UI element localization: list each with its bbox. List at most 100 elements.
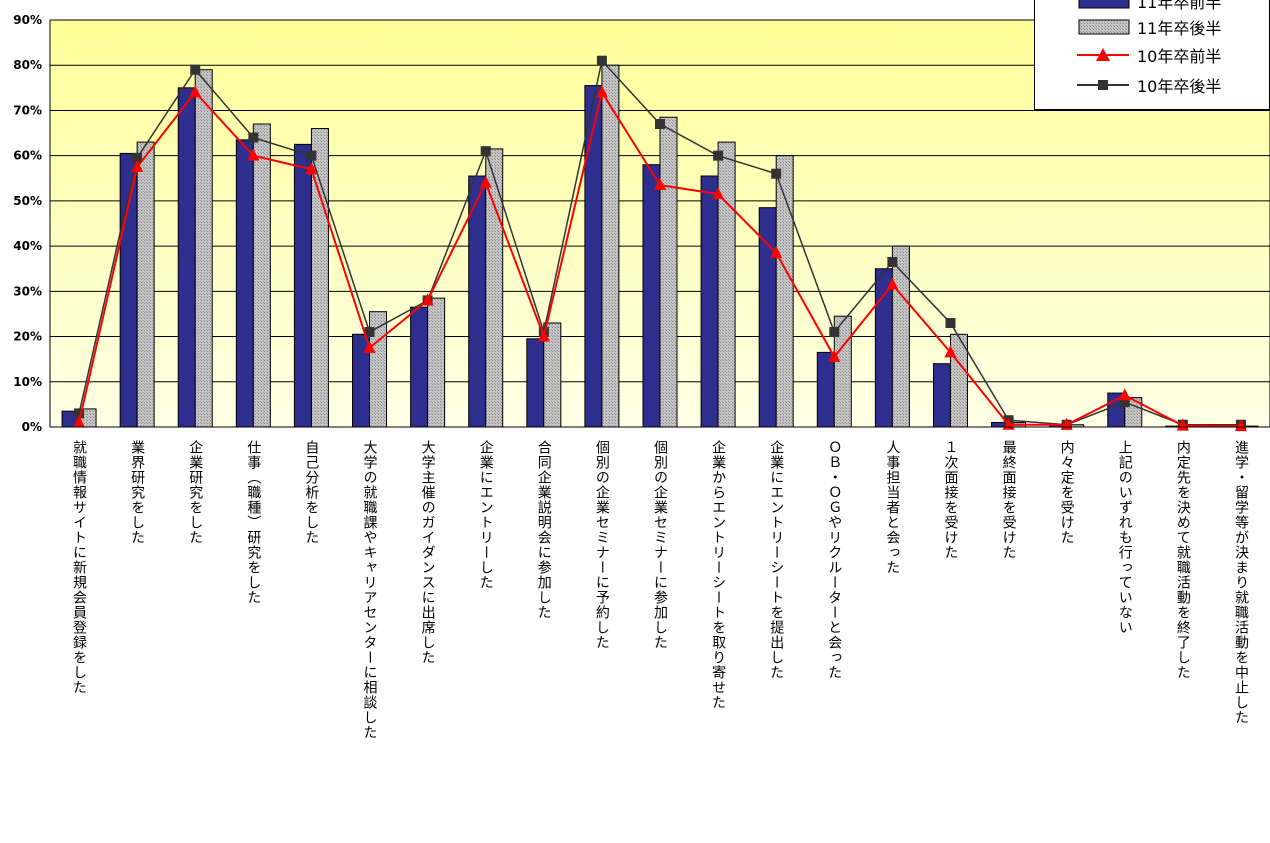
marker-10-second-half — [306, 150, 317, 161]
marker-10-first-half — [73, 415, 86, 428]
bar-11-second-half — [717, 141, 736, 428]
legend: 11年卒前半 11年卒後半 10年卒前半 10年卒後半 — [1034, 0, 1270, 110]
y-axis-ticks: 0% 10% 20% 30% 40% 50% 60% 70% 80% 90% — [13, 13, 42, 434]
bar-11-first-half — [235, 139, 254, 428]
category-label: 個別の企業セミナーに予約した — [593, 440, 610, 650]
bar-11-first-half — [293, 143, 312, 428]
marker-10-first-half — [944, 345, 957, 358]
legend-label-4: 10年卒後半 — [1137, 77, 1222, 96]
category-label: 大学主催のガイダンスに出席した — [419, 440, 436, 665]
y-tick-label: 20% — [13, 330, 42, 344]
category-label: 上記のいずれも行っていない — [1116, 440, 1133, 635]
y-tick-label: 30% — [13, 284, 42, 298]
category-label: 内々定を受けた — [1058, 440, 1075, 545]
category-label: 個別の企業セミナーに参加した — [652, 440, 668, 650]
marker-10-first-half — [886, 277, 899, 290]
marker-10-second-half — [480, 146, 491, 157]
y-tick-label: 50% — [13, 194, 42, 208]
marker-10-first-half — [479, 175, 492, 188]
marker-10-second-half — [364, 327, 375, 338]
marker-10-second-half — [248, 132, 259, 143]
y-tick-label: 10% — [13, 375, 42, 389]
y-tick-label: 60% — [13, 149, 42, 163]
bar-11-second-half — [427, 297, 446, 428]
marker-10-first-half — [537, 329, 550, 342]
category-label: 企業にエントリーシートを提出した — [768, 440, 785, 680]
marker-10-second-half — [1119, 397, 1130, 408]
legend-label-2: 11年卒後半 — [1137, 19, 1222, 38]
marker-10-second-half — [655, 119, 665, 130]
category-label: 就職情報サイトに新規会員登録をした — [71, 440, 88, 695]
bar-11-first-half — [642, 164, 661, 428]
marker-10-second-half — [190, 64, 201, 75]
category-label: 自己分析をした — [303, 440, 320, 545]
marker-10-first-half — [1176, 418, 1189, 431]
bar-11-second-half — [601, 64, 620, 428]
category-label: 業界研究をした — [129, 440, 146, 545]
marker-10-first-half — [712, 187, 725, 200]
category-label: 企業からエントリーシートを取り寄せた — [710, 440, 727, 710]
legend-item-4: 10年卒後半 — [1075, 73, 1221, 97]
legend-item-3: 10年卒前半 — [1075, 43, 1221, 67]
category-label: １次面接を受けた — [942, 440, 959, 560]
marker-10-second-half — [596, 55, 607, 66]
category-label: 人事担当者と会った — [884, 440, 901, 575]
legend-item-1: 11年卒前半 — [1075, 0, 1221, 13]
legend-item-2: 11年卒後半 — [1075, 15, 1221, 39]
marker-10-first-half — [131, 159, 144, 172]
marker-10-second-half — [74, 408, 85, 419]
category-label: 企業研究をした — [187, 440, 204, 545]
bar-11-first-half — [758, 207, 777, 428]
legend-swatch-line-triangle-icon — [1077, 48, 1129, 61]
bar-11-first-half — [932, 363, 951, 428]
y-tick-label: 40% — [13, 239, 42, 253]
category-label: 大学の就職課やキャリアセンターに相談した — [361, 440, 378, 740]
bar-11-first-half — [816, 351, 835, 428]
y-tick-label: 90% — [13, 13, 42, 27]
marker-10-first-half — [305, 162, 318, 175]
marker-10-second-half — [829, 327, 840, 338]
category-label: 企業にエントリーした — [477, 440, 494, 590]
marker-10-first-half — [770, 245, 783, 258]
bar-11-first-half — [526, 338, 545, 428]
bar-11-second-half — [194, 69, 213, 428]
marker-10-second-half — [945, 317, 956, 328]
y-tick-label: 0% — [22, 420, 42, 434]
bar-11-second-half — [136, 141, 155, 428]
marker-10-second-half — [132, 152, 143, 163]
marker-10-first-half — [363, 340, 376, 353]
category-label: 進学・留学等が決まり就職活動を中止した — [1232, 440, 1249, 725]
marker-10-first-half — [1118, 388, 1131, 401]
bar-11-first-half — [700, 175, 719, 428]
bar-11-second-half — [252, 123, 271, 428]
marker-10-first-half — [654, 178, 666, 191]
legend-swatch-bar-gray-icon — [1078, 19, 1130, 35]
marker-10-first-half — [828, 349, 841, 362]
category-label: 合同企業説明会に参加した — [535, 440, 552, 620]
bar-11-second-half — [891, 245, 910, 428]
category-label: 仕事（職種）研究をした — [245, 440, 262, 605]
marker-10-second-half — [887, 256, 898, 267]
marker-10-first-half — [247, 148, 260, 161]
marker-10-first-half — [189, 85, 202, 98]
bar-11-second-half — [659, 116, 678, 428]
marker-10-second-half — [771, 168, 782, 179]
bar-11-first-half — [874, 268, 893, 428]
marker-10-first-half — [421, 293, 434, 306]
legend-swatch-line-square-icon — [1077, 80, 1129, 90]
marker-10-second-half — [713, 150, 724, 161]
bar-11-first-half — [584, 85, 603, 428]
legend-label-1: 11年卒前半 — [1137, 0, 1222, 12]
y-tick-label: 80% — [13, 58, 42, 72]
legend-label-3: 10年卒前半 — [1137, 47, 1222, 66]
legend-swatch-bar-navy-icon — [1078, 0, 1130, 9]
y-tick-label: 70% — [13, 103, 42, 117]
bar-11-first-half — [410, 306, 429, 428]
category-label: 内定先を決めて就職活動を終了した — [1174, 440, 1191, 680]
category-label: ＯＢ・ＯＧやリクルーターと会った — [826, 440, 843, 680]
bar-11-first-half — [177, 87, 196, 428]
marker-10-first-half — [595, 85, 608, 98]
category-label: 最終面接を受けた — [1000, 440, 1017, 560]
marker-10-first-half — [1234, 419, 1247, 432]
